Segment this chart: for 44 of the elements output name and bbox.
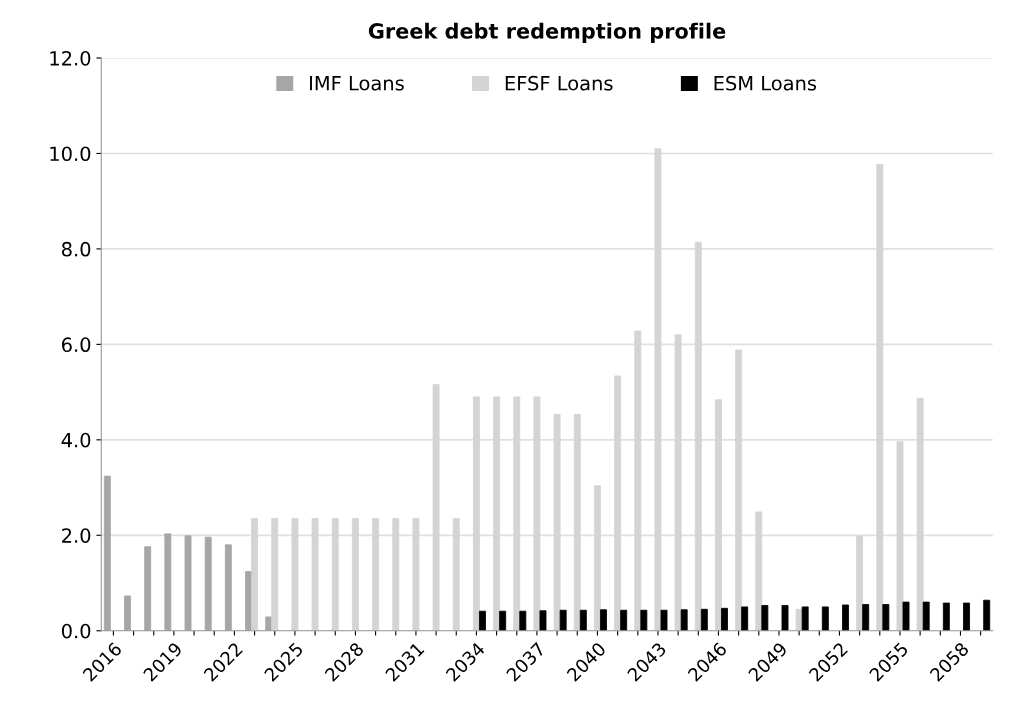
bar <box>983 599 991 631</box>
bar <box>700 608 708 631</box>
bar <box>124 595 131 631</box>
y-tick-label: 4.0 <box>61 432 91 448</box>
bar <box>721 607 728 631</box>
bar <box>224 544 232 631</box>
bar <box>559 609 567 631</box>
bar <box>882 604 890 631</box>
bar <box>144 546 152 631</box>
bar <box>741 606 749 631</box>
y-tick-label: 10.0 <box>50 146 91 162</box>
legend-label: IMF Loans <box>310 76 404 91</box>
bar <box>842 604 849 631</box>
y-tick-label: 12.0 <box>50 50 91 66</box>
bar <box>942 602 950 631</box>
bar <box>902 601 910 631</box>
bar <box>680 609 688 631</box>
bar <box>579 609 587 631</box>
bar <box>801 606 809 631</box>
bar <box>821 606 829 631</box>
bar <box>922 601 930 631</box>
bar <box>184 535 192 631</box>
bar <box>103 475 111 631</box>
y-tick-label: 0.0 <box>61 623 91 639</box>
bar <box>660 609 668 631</box>
bar <box>781 605 789 631</box>
bar <box>862 604 870 631</box>
y-tick-label: 6.0 <box>62 337 91 353</box>
legend-label: ESM Loans <box>714 75 817 91</box>
bar <box>519 610 527 631</box>
y-tick-label: 8.0 <box>61 241 91 257</box>
legend-label: EFSF Loans <box>505 75 613 91</box>
bar <box>539 610 547 631</box>
bar <box>164 533 172 631</box>
bar <box>204 536 212 631</box>
chart-title: Greek debt redemption profile <box>368 22 726 43</box>
bar <box>640 609 648 631</box>
bar <box>479 610 486 631</box>
bar <box>963 602 970 631</box>
bar <box>600 609 607 631</box>
bar <box>761 605 769 631</box>
bar <box>620 609 628 631</box>
bar <box>499 610 507 631</box>
y-tick-label: 2.0 <box>62 528 91 543</box>
